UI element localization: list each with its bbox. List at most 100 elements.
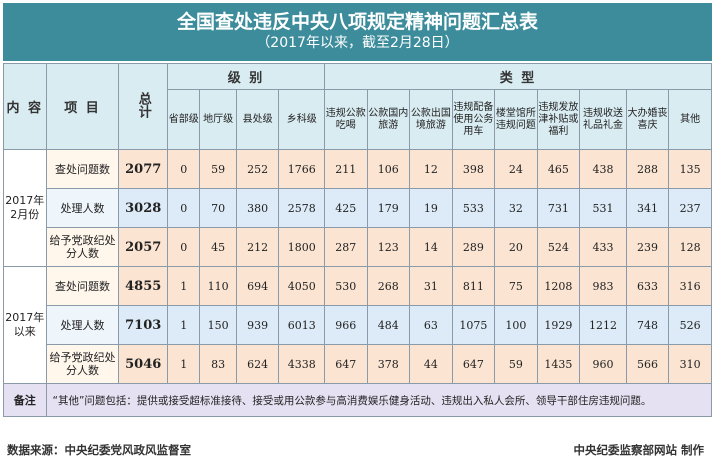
type-cell: 378 — [366, 344, 411, 384]
level-cell: 1766 — [278, 149, 325, 189]
type-cell: 24 — [494, 149, 538, 189]
type-cell: 748 — [625, 305, 670, 345]
row-total: 7103 — [118, 305, 169, 345]
type-cell: 287 — [324, 227, 368, 267]
header-type-7: 大办婚丧喜庆 — [625, 89, 670, 150]
type-cell: 31 — [409, 266, 453, 306]
type-cell: 425 — [324, 188, 368, 228]
type-cell: 566 — [625, 344, 670, 384]
note-row: 备注 “其他”问题包括：提供或接受超标准接待、接受或用公款参与高消费娱乐健身活动、… — [3, 383, 713, 417]
type-cell: 811 — [451, 266, 496, 306]
data-source: 数据来源：中央纪委党风政风监督室 — [7, 443, 191, 457]
page-subtitle: （2017年以来，截至2月28日） — [256, 35, 459, 51]
type-cell: 237 — [668, 188, 712, 228]
type-cell: 341 — [625, 188, 670, 228]
header-level-2: 县处级 — [235, 89, 280, 150]
type-cell: 530 — [324, 266, 368, 306]
table-row: 给予党政纪处分人数 2057 0 45 212 1800 287 123 14 289 20 524 4… — [4, 227, 712, 267]
table-row: 处理人数 7103 1 150 939 6013 966 484 63 1075 100 1929 12… — [4, 305, 712, 345]
type-cell: 1435 — [536, 344, 581, 384]
type-cell: 633 — [625, 266, 670, 306]
level-cell: 83 — [199, 344, 237, 384]
row-item: 查处问题数 — [45, 149, 120, 189]
header-level-group: 级 别 — [167, 63, 325, 90]
type-cell: 211 — [324, 149, 368, 189]
type-cell: 63 — [409, 305, 453, 345]
type-cell: 316 — [668, 266, 712, 306]
header-type-0: 违规公款吃喝 — [324, 89, 368, 150]
type-cell: 135 — [668, 149, 712, 189]
type-cell: 983 — [579, 266, 627, 306]
level-cell: 1800 — [278, 227, 325, 267]
type-cell: 44 — [409, 344, 453, 384]
period-label: 2017年以来 — [3, 266, 47, 384]
table-row: 2017年以来 查处问题数 4855 1 110 694 4050 530 268 31 811 75… — [3, 266, 712, 384]
note-label: 备注 — [3, 383, 47, 417]
row-item: 给予党政纪处分人数 — [45, 227, 120, 267]
type-cell: 524 — [536, 227, 581, 267]
level-cell: 1 — [167, 266, 201, 306]
row-total: 5046 — [118, 344, 169, 384]
header-level-3: 乡科级 — [278, 89, 325, 150]
row-total: 2077 — [118, 149, 169, 189]
level-cell: 252 — [235, 149, 280, 189]
level-cell: 45 — [199, 227, 237, 267]
header-type-1: 公款国内旅游 — [366, 89, 411, 150]
type-cell: 310 — [668, 344, 712, 384]
type-cell: 533 — [451, 188, 496, 228]
header-level-0: 省部级 — [167, 89, 201, 150]
level-cell: 6013 — [278, 305, 325, 345]
level-cell: 2578 — [278, 188, 325, 228]
row-total: 3028 — [118, 188, 169, 228]
type-cell: 398 — [451, 149, 496, 189]
level-cell: 4050 — [278, 266, 325, 306]
level-cell: 0 — [167, 149, 201, 189]
type-cell: 32 — [494, 188, 538, 228]
header-type-8: 其他 — [668, 89, 712, 150]
type-cell: 1208 — [536, 266, 581, 306]
type-cell: 433 — [579, 227, 627, 267]
type-cell: 465 — [536, 149, 581, 189]
level-cell: 939 — [235, 305, 280, 345]
header-type-3: 违规配备使用公务用车 — [451, 89, 496, 150]
row-total: 2057 — [118, 227, 169, 267]
table-row: 给予党政纪处分人数 5046 1 83 624 4338 647 378 44 647 59 1435… — [4, 344, 712, 384]
header-total: 总计 — [118, 63, 169, 150]
type-cell: 526 — [668, 305, 712, 345]
row-item: 查处问题数 — [45, 266, 120, 306]
type-cell: 14 — [409, 227, 453, 267]
level-cell: 1 — [167, 305, 201, 345]
level-cell: 70 — [199, 188, 237, 228]
note-text: “其他”问题包括：提供或接受超标准接待、接受或用公款参与高消费娱乐健身活动、违规… — [45, 383, 713, 417]
header-level-1: 地厅级 — [199, 89, 237, 150]
type-cell: 19 — [409, 188, 453, 228]
level-cell: 110 — [199, 266, 237, 306]
type-cell: 239 — [625, 227, 670, 267]
level-cell: 0 — [167, 188, 201, 228]
level-cell: 0 — [167, 227, 201, 267]
row-item: 给予党政纪处分人数 — [45, 344, 120, 384]
type-cell: 647 — [451, 344, 496, 384]
type-cell: 966 — [324, 305, 368, 345]
table-row: 处理人数 3028 0 70 380 2578 425 179 19 533 32 731 531 341… — [4, 188, 712, 228]
header-item: 项 目 — [45, 63, 120, 150]
credit: 中央纪委监察部网站 制作 — [573, 443, 704, 457]
level-cell: 1 — [167, 344, 201, 384]
header-type-2: 公款出国境旅游 — [409, 89, 453, 150]
type-cell: 484 — [366, 305, 411, 345]
title-bar: 全国查处违反中央八项规定精神问题汇总表 （2017年以来，截至2月28日） — [3, 3, 712, 61]
type-cell: 59 — [494, 344, 538, 384]
row-item: 处理人数 — [45, 188, 120, 228]
type-cell: 1929 — [536, 305, 581, 345]
header-type-6: 违规收送礼品礼金 — [579, 89, 627, 150]
level-cell: 150 — [199, 305, 237, 345]
header-type-5: 违规发放津补贴或福利 — [536, 89, 581, 150]
type-cell: 268 — [366, 266, 411, 306]
summary-table: 内 容 项 目 总计 级 别 类 型 省部级 地厅级 县处级 乡科级 违规公款吃喝 公款国… — [3, 63, 713, 417]
table-row: 2017年2月份 查处问题数 2077 0 59 252 1766 211 106 12 398 24… — [3, 149, 712, 267]
level-cell: 624 — [235, 344, 280, 384]
type-cell: 531 — [579, 188, 627, 228]
header-content: 内 容 — [3, 63, 47, 150]
type-cell: 288 — [625, 149, 670, 189]
